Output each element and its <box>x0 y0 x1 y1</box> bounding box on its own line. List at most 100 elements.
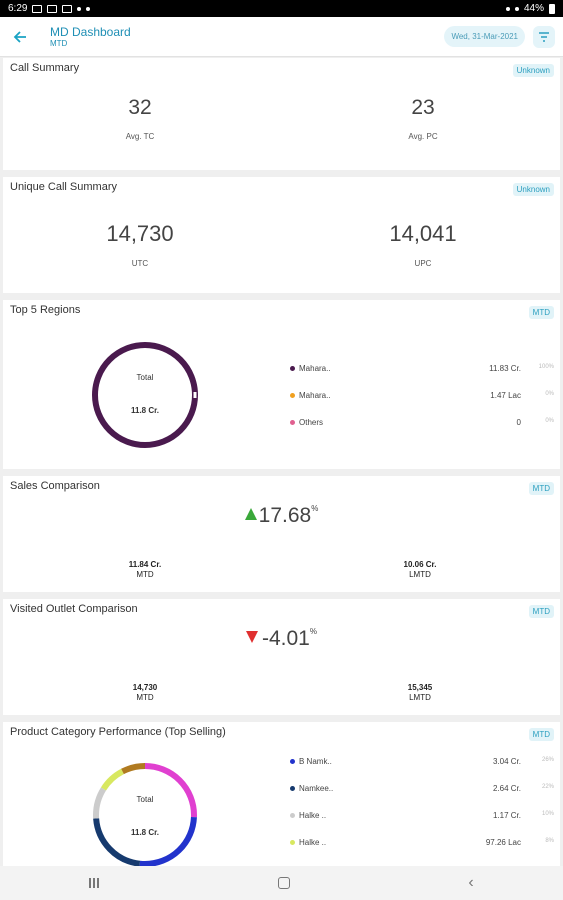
stat-value: 11.84 Cr. <box>128 560 162 569</box>
legend-item[interactable]: Mahara.. 1.47 Lac 0% <box>286 390 556 417</box>
donut-center-label: Total <box>136 373 154 382</box>
wifi-icon <box>505 6 510 11</box>
lmtd-stat: 15,345 LMTD <box>370 683 470 703</box>
status-time: 6:29 <box>8 3 28 14</box>
donut-segment <box>93 763 197 866</box>
legend-value: 11.83 Cr. <box>489 364 521 373</box>
card-title: Top 5 Regions <box>10 304 81 316</box>
legend-name: Halke .. <box>299 838 327 847</box>
stat-label: Avg. TC <box>125 132 155 141</box>
call-summary-card: Call Summary Unknown 32 Avg. TC 23 Avg. … <box>3 58 560 170</box>
legend-value: 1.47 Lac <box>490 391 521 400</box>
lmtd-stat: 10.06 Cr. LMTD <box>370 560 470 580</box>
filter-icon <box>539 31 549 42</box>
card-title: Call Summary <box>10 62 80 74</box>
donut-center-label: Total <box>136 795 154 804</box>
trend-up-icon <box>244 508 257 520</box>
period-chip: Unknown <box>512 64 554 77</box>
battery-percent: 44% <box>523 3 544 14</box>
recent-apps-icon[interactable] <box>89 878 100 888</box>
legend-percent: 0% <box>545 391 554 397</box>
donut-center-value: 11.8 Cr. <box>130 406 160 415</box>
legend-item[interactable]: Halke .. 97.26 Lac 8% <box>286 837 556 864</box>
legend-value: 3.04 Cr. <box>492 757 521 766</box>
mtd-stat: 14,730 MTD <box>95 683 195 703</box>
legend-item[interactable]: B Namk.. 3.04 Cr. 26% <box>286 756 556 783</box>
legend-item[interactable]: Mahara.. 11.83 Cr. 100% <box>286 363 556 390</box>
legend-percent: 26% <box>541 757 554 763</box>
filter-button[interactable] <box>533 25 555 48</box>
email-icon <box>62 4 73 13</box>
status-bar: 6:29 44% <box>0 0 563 17</box>
legend-dot <box>290 366 295 371</box>
legend-percent: 0% <box>545 418 554 424</box>
stat-value: 14,730 <box>106 221 174 246</box>
growth-metric: -4.01% <box>3 627 560 651</box>
card-title: Unique Call Summary <box>10 181 117 193</box>
product-category-card: Product Category Performance (Top Sellin… <box>3 722 560 866</box>
legend-percent: 10% <box>541 811 554 817</box>
legend-value: 2.64 Cr. <box>492 784 521 793</box>
legend-value: 0 <box>516 418 521 427</box>
back-button[interactable] <box>0 17 40 57</box>
page-title: MD Dashboard <box>50 24 131 39</box>
legend-value: 97.26 Lac <box>485 838 521 847</box>
donut-segment <box>93 763 197 866</box>
legend-item[interactable]: Halke .. 1.17 Cr. 10% <box>286 810 556 837</box>
stat-label: UPC <box>414 259 432 268</box>
growth-metric: 17.68% <box>3 504 560 528</box>
mtd-stat: 11.84 Cr. MTD <box>95 560 195 580</box>
growth-unit: % <box>309 627 317 636</box>
page-subtitle: MTD <box>50 38 68 48</box>
category-donut-chart <box>93 763 197 866</box>
stat-label: Avg. PC <box>408 132 438 141</box>
stat-avg-pc: 23 Avg. PC <box>323 96 523 141</box>
date-selector[interactable]: Wed, 31-Mar-2021 <box>444 26 525 47</box>
stat-value: 23 <box>411 96 435 119</box>
legend-dot <box>290 759 295 764</box>
legend-name: Others <box>299 418 324 427</box>
legend-percent: 22% <box>541 784 554 790</box>
top-regions-card: Top 5 Regions MTD Total 11.8 Cr. Mahara.… <box>3 300 560 469</box>
legend-name: B Namk.. <box>299 757 332 766</box>
stat-value: 14,730 <box>132 683 158 692</box>
legend-dot <box>290 840 295 845</box>
stat-label: MTD <box>136 693 154 702</box>
period-chip: MTD <box>528 482 554 495</box>
legend-dot <box>290 786 295 791</box>
legend-item[interactable]: Others 0 0% <box>286 417 556 444</box>
legend-name: Halke .. <box>299 811 327 820</box>
back-nav-icon[interactable]: ‹ <box>468 874 474 891</box>
visited-outlet-card: Visited Outlet Comparison MTD -4.01% 14,… <box>3 599 560 715</box>
home-icon[interactable] <box>277 877 290 889</box>
trend-down-icon <box>246 631 258 643</box>
stat-value: 14,041 <box>389 221 457 246</box>
growth-value: 17.68 <box>258 504 312 527</box>
stat-utc: 14,730 UTC <box>40 221 240 268</box>
stat-label: LMTD <box>409 693 431 702</box>
stat-value: 10.06 Cr. <box>403 560 437 569</box>
notification-icon <box>32 4 43 13</box>
stat-label: LMTD <box>409 570 431 579</box>
legend-name: Mahara.. <box>299 364 331 373</box>
card-title: Sales Comparison <box>10 480 100 492</box>
legend-value: 1.17 Cr. <box>492 811 521 820</box>
period-chip: MTD <box>528 306 554 319</box>
regions-donut-chart <box>92 342 198 448</box>
legend-percent: 8% <box>545 838 554 844</box>
category-legend: B Namk.. 3.04 Cr. 26% Namkee.. 2.64 Cr. … <box>286 756 556 864</box>
arrow-left-icon <box>13 30 26 43</box>
system-nav-bar: ‹ <box>0 866 563 900</box>
legend-item[interactable]: Namkee.. 2.64 Cr. 22% <box>286 783 556 810</box>
card-title: Visited Outlet Comparison <box>10 603 138 615</box>
stat-label: UTC <box>131 259 149 268</box>
more-dots-icon <box>86 6 91 11</box>
donut-segment <box>92 342 198 448</box>
growth-value: -4.01 <box>262 627 310 650</box>
image-icon <box>47 4 58 13</box>
legend-name: Namkee.. <box>299 784 334 793</box>
unique-call-summary-card: Unique Call Summary Unknown 14,730 UTC 1… <box>3 177 560 293</box>
battery-icon <box>549 3 555 14</box>
period-chip: Unknown <box>512 183 554 196</box>
legend-dot <box>290 420 295 425</box>
